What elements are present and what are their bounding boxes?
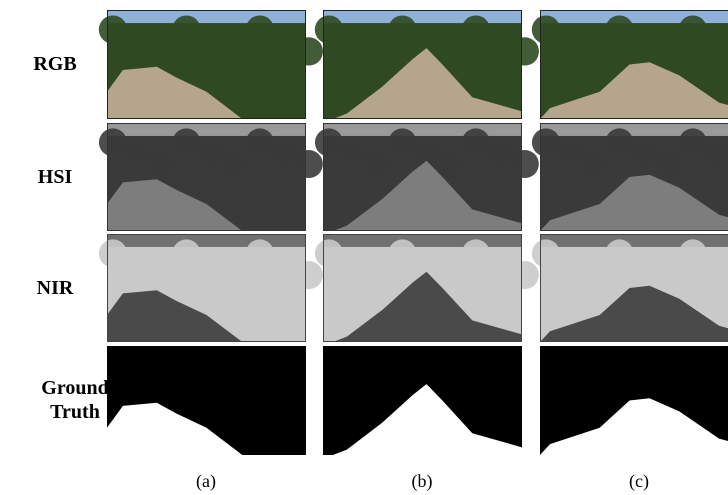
column-label: (b) — [323, 471, 521, 492]
image-foliage — [221, 37, 249, 65]
image-foliage — [532, 128, 560, 156]
image-foliage — [197, 139, 225, 167]
image-foliage — [295, 150, 323, 178]
image-foliage — [581, 37, 609, 65]
image-foliage — [556, 26, 584, 54]
image-foliage — [246, 239, 274, 267]
image-foliage — [581, 150, 609, 178]
image-foliage — [197, 26, 225, 54]
column-label: (c) — [540, 471, 728, 492]
image-foliage — [221, 261, 249, 289]
image-foliage — [605, 15, 633, 43]
image-foliage — [654, 150, 682, 178]
image-foliage — [295, 261, 323, 289]
image-foliage — [486, 26, 514, 54]
image-foliage — [246, 128, 274, 156]
image-foliage — [339, 26, 367, 54]
image-foliage — [511, 261, 539, 289]
image-foliage — [437, 37, 465, 65]
image-foliage — [532, 239, 560, 267]
image-foliage — [511, 150, 539, 178]
image-foliage — [99, 239, 127, 267]
row-label: RGB — [0, 52, 110, 76]
image-foliage — [462, 239, 490, 267]
image-foliage — [148, 37, 176, 65]
image-foliage — [679, 15, 707, 43]
image-foliage — [581, 261, 609, 289]
image-foliage — [654, 261, 682, 289]
image-foliage — [172, 128, 200, 156]
image-foliage — [270, 250, 298, 278]
image-foliage — [246, 15, 274, 43]
image-foliage — [486, 250, 514, 278]
image-foliage — [99, 15, 127, 43]
image-foliage — [197, 250, 225, 278]
row-label: Ground Truth — [40, 376, 110, 424]
image-foliage — [148, 261, 176, 289]
image-foliage — [630, 26, 658, 54]
image-foliage — [339, 250, 367, 278]
image-foliage — [437, 150, 465, 178]
row-label: HSI — [0, 165, 110, 189]
image-foliage — [679, 239, 707, 267]
image-foliage — [388, 15, 416, 43]
image-foliage — [270, 26, 298, 54]
image-foliage — [654, 37, 682, 65]
image-foliage — [315, 128, 343, 156]
image-foliage — [437, 261, 465, 289]
column-label: (a) — [107, 471, 305, 492]
image-foliage — [630, 250, 658, 278]
image-foliage — [605, 239, 633, 267]
image-foliage — [556, 139, 584, 167]
image-foliage — [123, 250, 151, 278]
image-foliage — [679, 128, 707, 156]
image-foliage — [270, 139, 298, 167]
image-foliage — [148, 150, 176, 178]
figure: RGB HSI NIR Ground Truth (a) (b) (c) — [0, 0, 728, 495]
image-foliage — [221, 150, 249, 178]
image-foliage — [364, 150, 392, 178]
image-foliage — [364, 37, 392, 65]
image-foliage — [315, 15, 343, 43]
image-foliage — [123, 26, 151, 54]
image-foliage — [556, 250, 584, 278]
image-foliage — [462, 15, 490, 43]
image-foliage — [295, 37, 323, 65]
image-foliage — [532, 15, 560, 43]
image-foliage — [364, 261, 392, 289]
image-foliage — [172, 239, 200, 267]
image-foliage — [486, 139, 514, 167]
image-foliage — [388, 128, 416, 156]
image-foliage — [630, 139, 658, 167]
image-foliage — [605, 128, 633, 156]
image-foliage — [388, 239, 416, 267]
image-foliage — [99, 128, 127, 156]
image-foliage — [462, 128, 490, 156]
row-label: NIR — [0, 276, 110, 300]
image-foliage — [172, 15, 200, 43]
image-foliage — [123, 139, 151, 167]
image-foliage — [511, 37, 539, 65]
image-foliage — [315, 239, 343, 267]
image-foliage — [339, 139, 367, 167]
